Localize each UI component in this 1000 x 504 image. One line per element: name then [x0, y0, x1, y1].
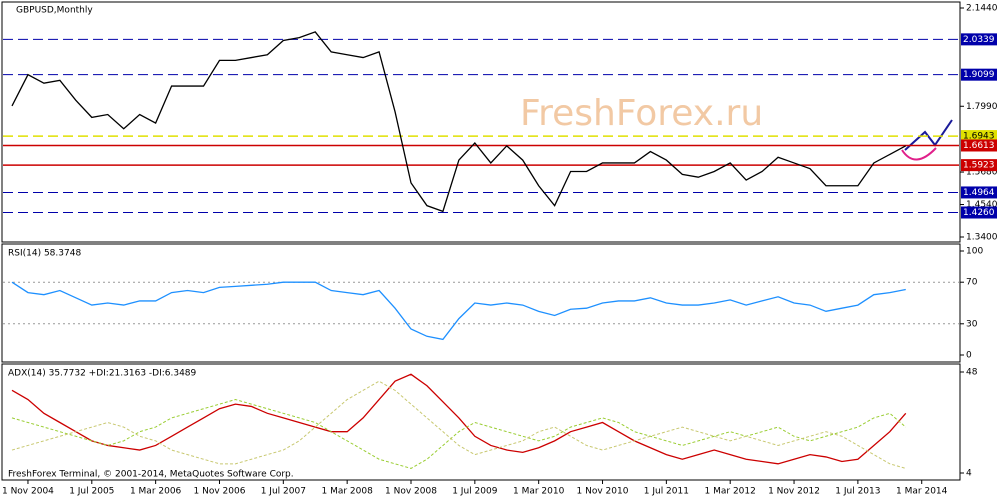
- rsi-panel: [1, 243, 961, 363]
- x-tick-label: 1 Nov 2004: [2, 487, 54, 497]
- y-tick-label: 30: [966, 319, 978, 329]
- x-tick-label: 1 Jul 2009: [452, 487, 497, 497]
- x-tick-label: 1 Jul 2007: [261, 487, 306, 497]
- level-label-bg: [961, 206, 997, 219]
- forecast-arrow: [904, 119, 953, 151]
- y-tick-label: 4: [966, 469, 972, 479]
- x-tick-label: 1 Mar 2012: [705, 487, 756, 497]
- level-label: 1.4260: [963, 208, 995, 218]
- y-tick-label: 48: [966, 368, 978, 378]
- x-tick-label: 1 Nov 2006: [194, 487, 246, 497]
- price-panel: [1, 1, 961, 243]
- x-tick-label: 1 Nov 2010: [577, 487, 629, 497]
- adx-title: ADX(14) 35.7732 +DI:21.3163 -DI:6.3489: [8, 369, 197, 379]
- x-tick-label: 1 Mar 2006: [130, 487, 182, 497]
- watermark: FreshForex.ru: [520, 93, 763, 134]
- y-tick-label: 70: [966, 278, 978, 288]
- level-label: 2.0339: [963, 35, 995, 45]
- y-tick-label: 1.3400: [966, 233, 998, 243]
- level-label-bg: [961, 68, 997, 81]
- level-label: 1.5923: [963, 161, 995, 171]
- level-label-bg: [961, 159, 997, 172]
- level-label: 1.6613: [963, 141, 995, 151]
- x-tick-label: 1 Jul 2013: [835, 487, 880, 497]
- level-label: 1.9099: [963, 70, 995, 80]
- level-label-bg: [961, 130, 997, 143]
- level-label-bg: [961, 33, 997, 46]
- adx-panel: [1, 363, 961, 481]
- y-tick-label: 100: [966, 247, 983, 257]
- y-tick-label: 1.4540: [966, 200, 998, 210]
- series-line: [11, 373, 907, 465]
- level-label-bg: [961, 186, 997, 199]
- chart-title: GBPUSD,Monthly: [16, 6, 93, 16]
- series-line: [11, 31, 907, 213]
- y-tick-label: 1.7990: [966, 102, 998, 112]
- series-line: [11, 281, 906, 341]
- series-line: [11, 380, 906, 469]
- y-tick-label: 2.1440: [966, 4, 998, 14]
- x-tick-label: 1 Mar 2010: [513, 487, 565, 497]
- x-tick-label: 1 Nov 2012: [768, 487, 820, 497]
- x-tick-label: 1 Mar 2008: [321, 487, 373, 497]
- x-tick-label: 1 Nov 2008: [385, 487, 437, 497]
- y-tick-label: 1.5680: [966, 168, 998, 178]
- x-tick-label: 1 Mar 2014: [896, 487, 948, 497]
- footer: FreshForex Terminal, © 2001-2014, MetaQu…: [8, 470, 294, 480]
- forecast-arrow: [901, 147, 937, 161]
- x-tick-label: 1 Jul 2005: [69, 487, 114, 497]
- rsi-title: RSI(14) 58.3748: [8, 249, 81, 259]
- y-tick-label: 0: [966, 351, 972, 361]
- x-tick-label: 1 Jul 2011: [644, 487, 689, 497]
- level-label: 1.6943: [963, 132, 995, 142]
- level-label: 1.4964: [963, 188, 995, 198]
- level-label-bg: [961, 139, 997, 152]
- series-line: [11, 399, 907, 469]
